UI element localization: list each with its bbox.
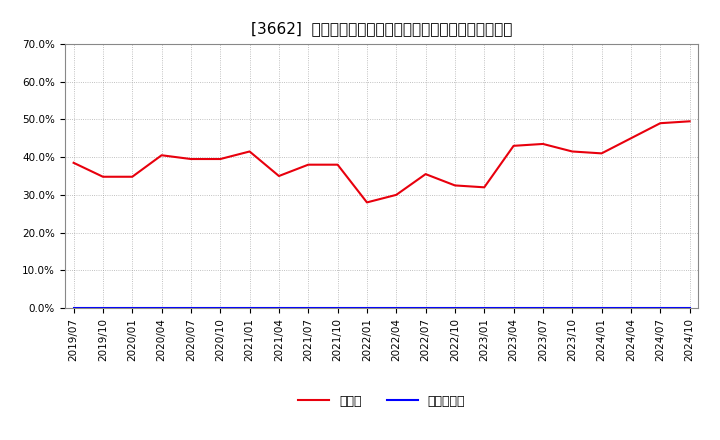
有利子負債 — [274, 305, 283, 311]
現預金 — [363, 200, 372, 205]
現預金 — [480, 185, 489, 190]
有利子負債 — [451, 305, 459, 311]
現預金 — [568, 149, 577, 154]
Line: 現預金: 現預金 — [73, 121, 690, 202]
有利子負債 — [186, 305, 195, 311]
有利子負債 — [99, 305, 107, 311]
有利子負債 — [480, 305, 489, 311]
有利子負債 — [69, 305, 78, 311]
現預金 — [509, 143, 518, 148]
現預金 — [451, 183, 459, 188]
有利子負債 — [333, 305, 342, 311]
現預金 — [392, 192, 400, 198]
有利子負債 — [216, 305, 225, 311]
現預金 — [685, 119, 694, 124]
現預金 — [626, 136, 635, 141]
現預金 — [598, 151, 606, 156]
有利子負債 — [539, 305, 547, 311]
有利子負債 — [509, 305, 518, 311]
現預金 — [99, 174, 107, 180]
有利子負債 — [598, 305, 606, 311]
現預金 — [333, 162, 342, 167]
有利子負債 — [685, 305, 694, 311]
現預金 — [216, 156, 225, 161]
現預金 — [539, 141, 547, 147]
Title: [3662]  現預金、有利子負債の総資産に対する比率の推移: [3662] 現預金、有利子負債の総資産に対する比率の推移 — [251, 21, 513, 36]
有利子負債 — [656, 305, 665, 311]
現預金 — [421, 172, 430, 177]
有利子負債 — [626, 305, 635, 311]
有利子負債 — [304, 305, 312, 311]
有利子負債 — [421, 305, 430, 311]
現預金 — [186, 156, 195, 161]
有利子負債 — [128, 305, 137, 311]
Legend: 現預金, 有利子負債: 現預金, 有利子負債 — [293, 390, 470, 413]
現預金 — [304, 162, 312, 167]
有利子負債 — [363, 305, 372, 311]
有利子負債 — [392, 305, 400, 311]
有利子負債 — [246, 305, 254, 311]
現預金 — [656, 121, 665, 126]
有利子負債 — [568, 305, 577, 311]
有利子負債 — [157, 305, 166, 311]
現預金 — [157, 153, 166, 158]
現預金 — [246, 149, 254, 154]
現預金 — [69, 160, 78, 165]
現預金 — [128, 174, 137, 180]
現預金 — [274, 173, 283, 179]
